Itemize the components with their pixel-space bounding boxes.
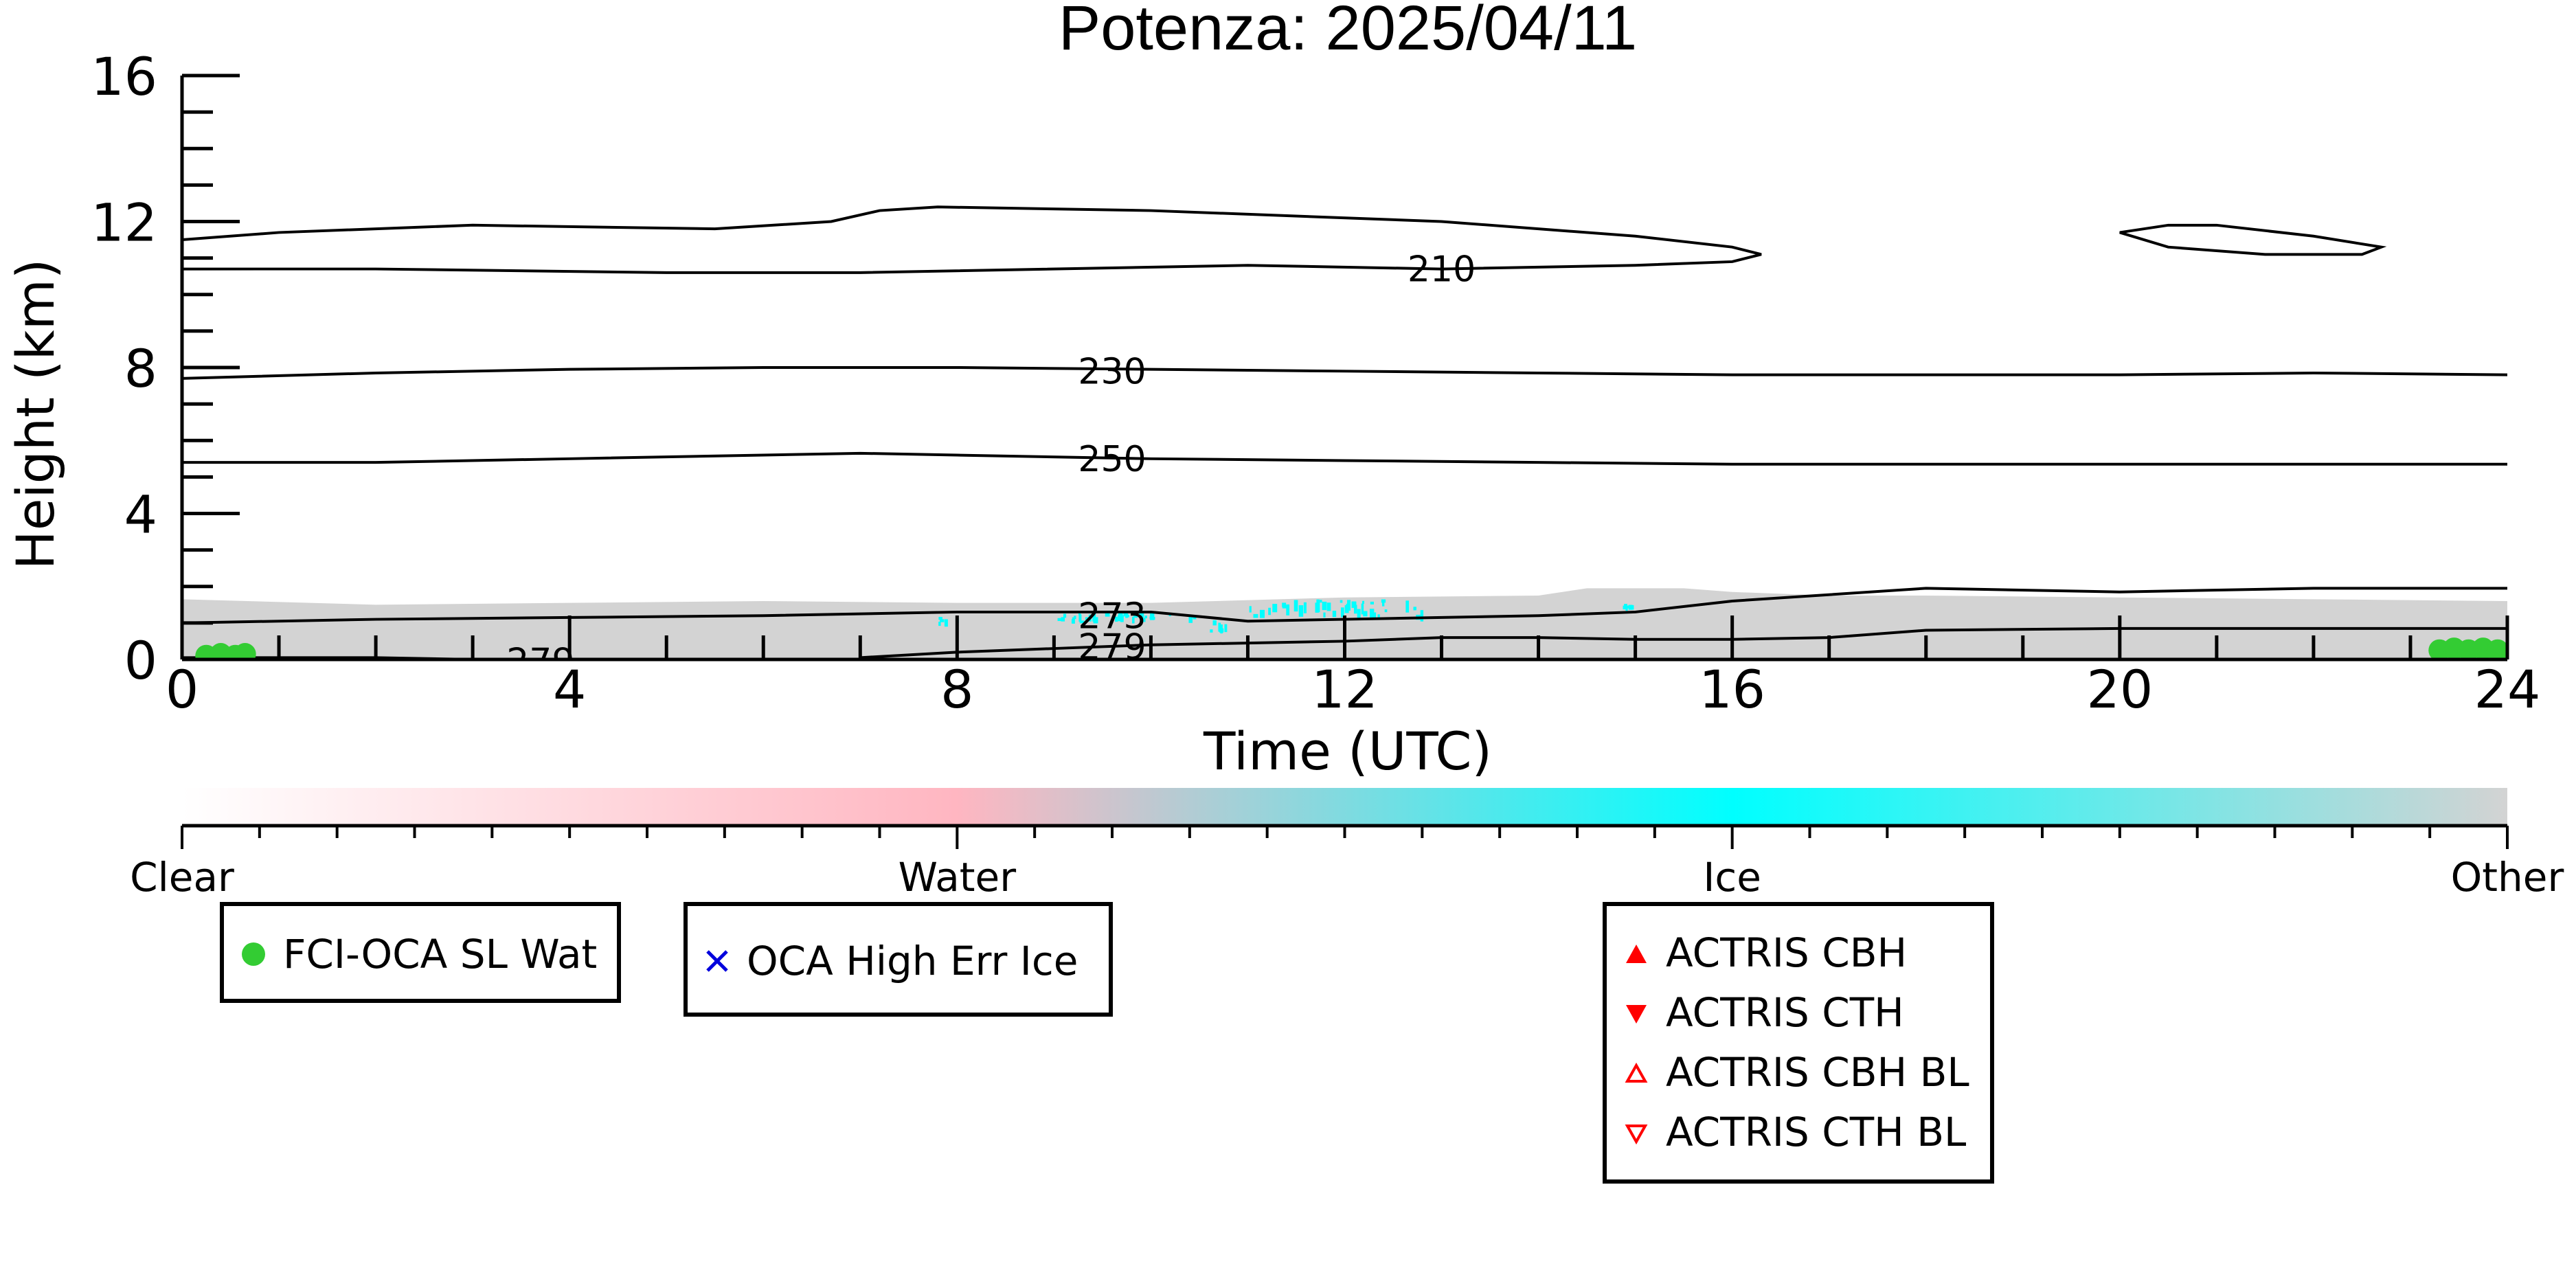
contour-line-210 <box>2119 223 2387 256</box>
legend-box-actris: ACTRIS CBH ACTRIS CTH ACTRIS CBH BL ACTRIS … <box>1603 902 1994 1184</box>
x-tick-label: 20 <box>2086 659 2153 720</box>
contour-label-210: 210 <box>1408 249 1476 291</box>
legend-item: ACTRIS CBH BL <box>1616 1049 1969 1096</box>
x-axis-label: Time (UTC) <box>1203 721 1492 782</box>
x-tick-label: 0 <box>166 659 199 720</box>
data-point-fci-oca-sl-wat <box>2486 639 2507 659</box>
legend-label: ACTRIS CBH <box>1666 929 1908 976</box>
colorbar-label-ice: Ice <box>1703 854 1761 901</box>
legend-label: ACTRIS CTH BL <box>1666 1109 1967 1155</box>
y-tick-label: 0 <box>124 630 157 691</box>
y-tick-label: 4 <box>124 484 157 545</box>
x-tick-label: 16 <box>1699 659 1765 720</box>
filled-circle-icon <box>234 931 273 978</box>
x-tick-label: 8 <box>940 659 973 720</box>
legend-label: OCA High Err Ice <box>747 938 1078 984</box>
legend-box-oca-ice: OCA High Err Ice <box>683 902 1113 1017</box>
y-tick-label: 8 <box>124 338 157 399</box>
x-tick-label: 4 <box>553 659 586 720</box>
y-tick-label: 12 <box>91 192 157 253</box>
legend-item: OCA High Err Ice <box>697 938 1078 984</box>
legend-item: ACTRIS CTH <box>1616 989 1904 1036</box>
legend-item: ACTRIS CBH <box>1616 929 1907 976</box>
legend-label: FCI-OCA SL Wat <box>283 931 598 978</box>
open-triangle-down-icon <box>1616 1109 1656 1155</box>
colorbar-label-clear: Clear <box>130 854 234 901</box>
chart-title: Potenza: 2025/04/11 <box>1059 0 1637 63</box>
contour-line-250 <box>182 451 2507 466</box>
colorbar-label-other: Other <box>2451 854 2564 901</box>
legend-item: ACTRIS CTH BL <box>1616 1109 1966 1155</box>
x-tick-label: 24 <box>2474 659 2541 720</box>
contour-label-250: 250 <box>1078 439 1146 480</box>
contour-label-279: 279 <box>506 642 574 683</box>
ice-cloud-patch <box>1249 599 1424 622</box>
y-axis-label: Height (km) <box>5 259 66 570</box>
y-tick-label: 16 <box>91 46 157 107</box>
x-tick-label: 12 <box>1311 659 1378 720</box>
contour-label-273: 273 <box>1078 596 1146 637</box>
contour-label-230: 230 <box>1078 351 1146 392</box>
contour-line-230 <box>182 366 2507 380</box>
colorbar <box>182 788 2507 826</box>
legend-box-oca-water: FCI-OCA SL Wat <box>220 902 621 1003</box>
colorbar-label-water: Water <box>899 854 1017 901</box>
contour-line-210 <box>182 205 1762 274</box>
legend-label: ACTRIS CBH BL <box>1666 1049 1969 1096</box>
ice-cloud-patch <box>1623 604 1634 611</box>
filled-triangle-up-icon <box>1616 929 1656 976</box>
data-point-fci-oca-sl-wat <box>234 643 256 659</box>
legend-item: FCI-OCA SL Wat <box>234 931 597 978</box>
filled-triangle-down-icon <box>1616 989 1656 1036</box>
legend-label: ACTRIS CTH <box>1666 989 1904 1036</box>
ice-cloud-patch <box>1210 620 1228 634</box>
contour-label-279: 279 <box>1078 626 1146 668</box>
open-triangle-up-icon <box>1616 1049 1656 1096</box>
x-mark-icon <box>697 938 737 984</box>
